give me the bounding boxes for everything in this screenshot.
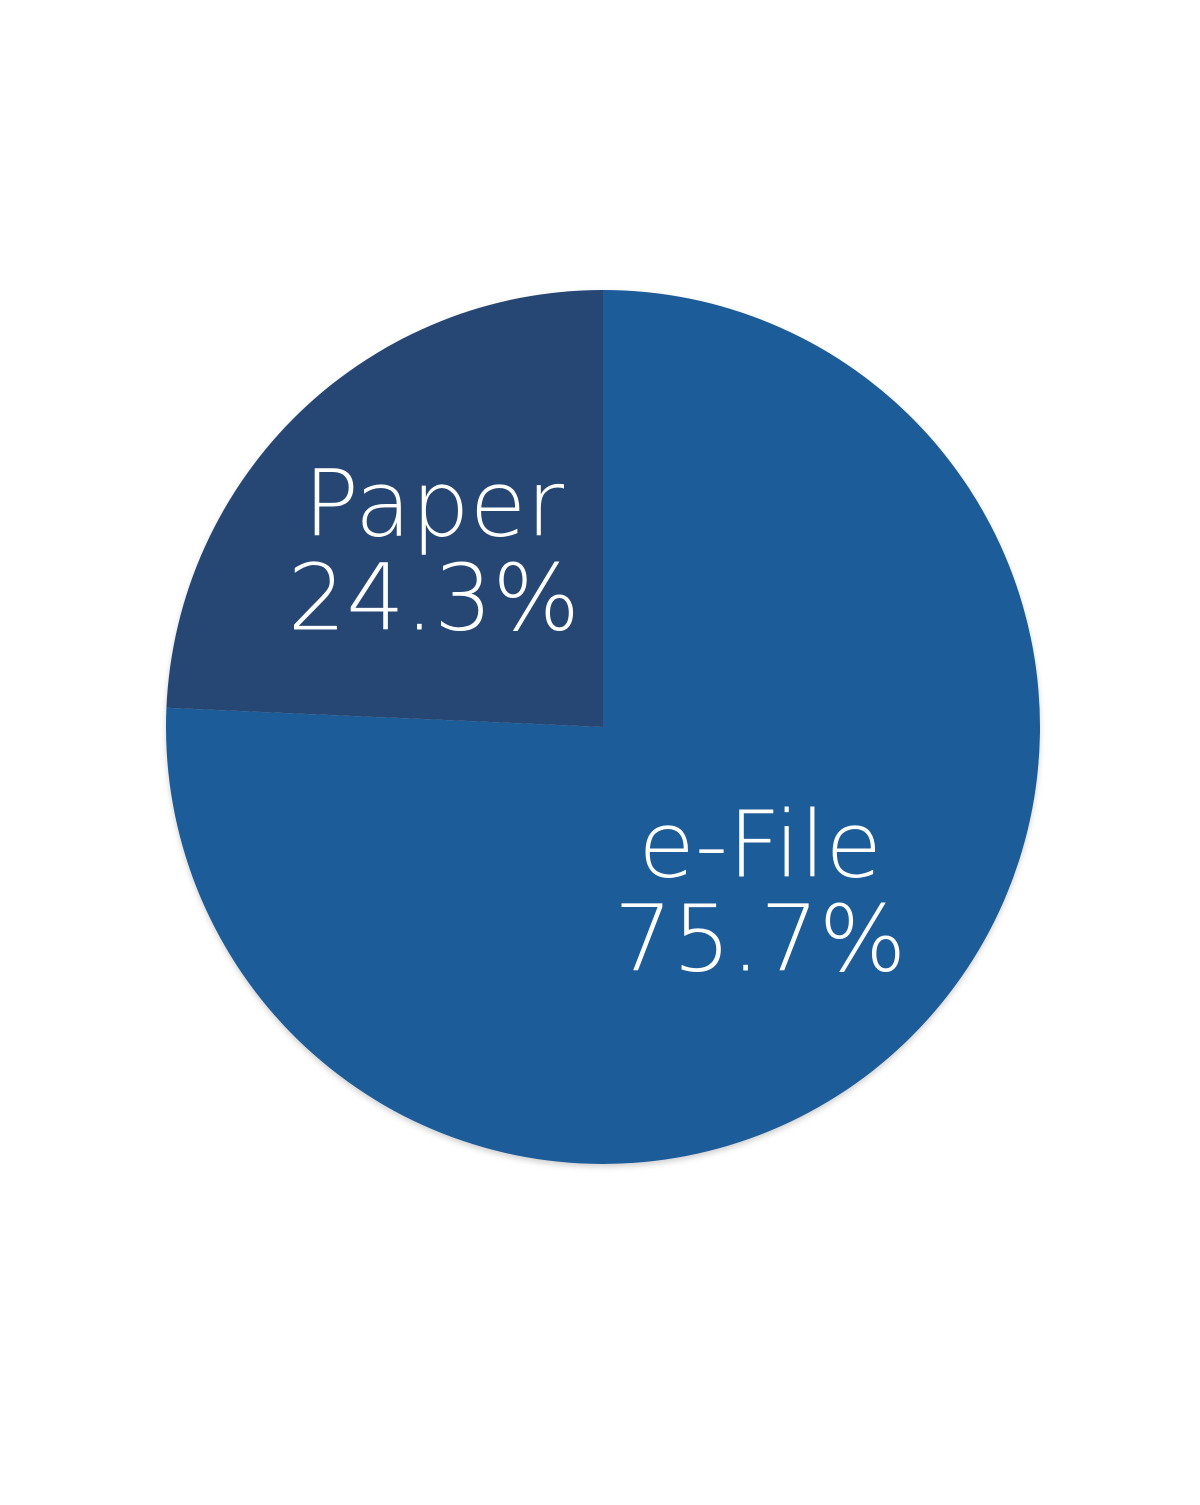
pie-slice-e-file xyxy=(165,290,1040,1164)
pie-slice-paper xyxy=(166,290,603,727)
pie-slices xyxy=(165,290,1040,1164)
slice-label-value: 75.7% xyxy=(614,885,906,992)
slice-label-name: Paper xyxy=(304,450,565,557)
slice-label-name: e-File xyxy=(638,791,882,898)
slice-label-value: 24.3% xyxy=(288,544,580,651)
